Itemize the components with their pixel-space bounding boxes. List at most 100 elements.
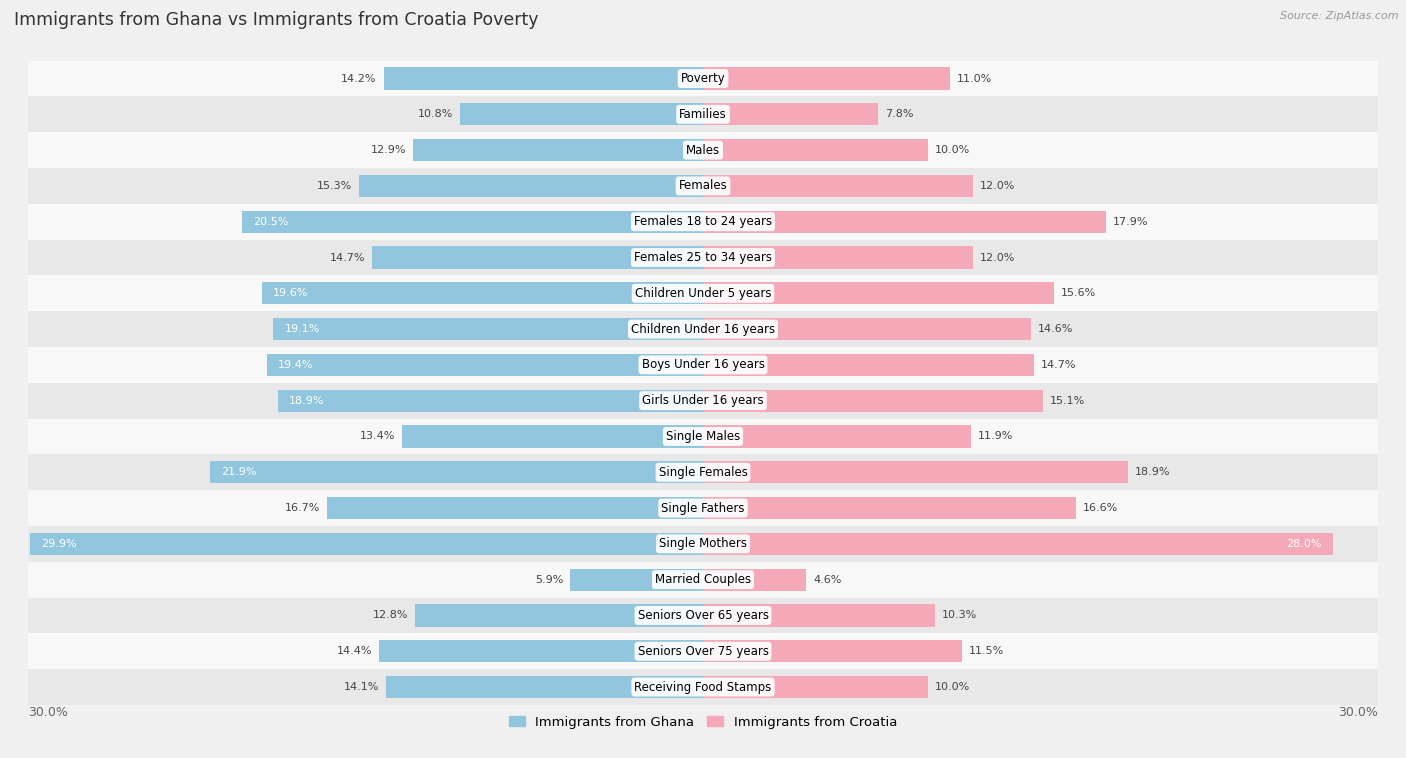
Bar <box>703 604 935 627</box>
Text: 15.6%: 15.6% <box>1060 288 1095 299</box>
Bar <box>28 526 1378 562</box>
Text: 30.0%: 30.0% <box>1339 706 1378 719</box>
Text: Source: ZipAtlas.com: Source: ZipAtlas.com <box>1281 11 1399 21</box>
Text: 20.5%: 20.5% <box>253 217 288 227</box>
Text: 18.9%: 18.9% <box>1135 467 1170 478</box>
Text: 18.9%: 18.9% <box>290 396 325 406</box>
Text: 10.8%: 10.8% <box>418 109 453 119</box>
Text: Females: Females <box>679 180 727 193</box>
Text: 12.9%: 12.9% <box>371 145 406 155</box>
Bar <box>703 139 928 161</box>
Bar <box>28 275 1378 312</box>
Bar <box>373 246 703 268</box>
Text: Single Males: Single Males <box>666 430 740 443</box>
Text: Single Fathers: Single Fathers <box>661 502 745 515</box>
Text: Males: Males <box>686 143 720 157</box>
Text: Girls Under 16 years: Girls Under 16 years <box>643 394 763 407</box>
Bar <box>28 490 1378 526</box>
Text: 10.0%: 10.0% <box>935 145 970 155</box>
Bar <box>703 641 962 662</box>
Bar <box>28 383 1378 418</box>
Text: 19.4%: 19.4% <box>278 360 314 370</box>
Text: 13.4%: 13.4% <box>360 431 395 441</box>
Text: 12.8%: 12.8% <box>373 610 408 621</box>
Text: 14.2%: 14.2% <box>342 74 377 83</box>
Bar <box>359 175 703 197</box>
Text: Families: Families <box>679 108 727 121</box>
Bar <box>278 390 703 412</box>
Text: Poverty: Poverty <box>681 72 725 85</box>
Text: Married Couples: Married Couples <box>655 573 751 586</box>
Text: 29.9%: 29.9% <box>42 539 77 549</box>
Text: Seniors Over 65 years: Seniors Over 65 years <box>637 609 769 622</box>
Bar <box>28 669 1378 705</box>
Text: 5.9%: 5.9% <box>536 575 564 584</box>
Text: 16.7%: 16.7% <box>285 503 321 513</box>
Text: 10.0%: 10.0% <box>935 682 970 692</box>
Bar <box>413 139 703 161</box>
Text: 10.3%: 10.3% <box>942 610 977 621</box>
Bar <box>703 533 1333 555</box>
Bar <box>262 282 703 305</box>
Bar <box>273 318 703 340</box>
Bar <box>703 67 950 89</box>
Bar <box>703 354 1033 376</box>
Bar <box>703 246 973 268</box>
Text: Boys Under 16 years: Boys Under 16 years <box>641 359 765 371</box>
Bar <box>328 497 703 519</box>
Text: 19.1%: 19.1% <box>284 324 321 334</box>
Bar <box>28 454 1378 490</box>
Text: Single Mothers: Single Mothers <box>659 537 747 550</box>
Bar <box>28 132 1378 168</box>
Text: 14.6%: 14.6% <box>1038 324 1074 334</box>
Text: 15.1%: 15.1% <box>1049 396 1084 406</box>
Text: 12.0%: 12.0% <box>980 181 1015 191</box>
Bar <box>703 175 973 197</box>
Bar <box>703 461 1128 484</box>
Text: 14.4%: 14.4% <box>337 647 373 656</box>
Bar <box>703 676 928 698</box>
Bar <box>703 497 1077 519</box>
Text: 15.3%: 15.3% <box>316 181 352 191</box>
Bar <box>402 425 703 447</box>
Bar <box>28 562 1378 597</box>
Bar <box>703 318 1032 340</box>
Bar <box>460 103 703 125</box>
Bar <box>28 418 1378 454</box>
Bar <box>267 354 703 376</box>
Bar <box>384 67 703 89</box>
Bar <box>385 676 703 698</box>
Bar <box>703 568 807 590</box>
Bar <box>28 347 1378 383</box>
Bar <box>415 604 703 627</box>
Bar <box>242 211 703 233</box>
Text: 14.1%: 14.1% <box>343 682 380 692</box>
Text: 12.0%: 12.0% <box>980 252 1015 262</box>
Legend: Immigrants from Ghana, Immigrants from Croatia: Immigrants from Ghana, Immigrants from C… <box>503 710 903 734</box>
Text: 11.0%: 11.0% <box>957 74 993 83</box>
Bar <box>28 597 1378 634</box>
Bar <box>28 61 1378 96</box>
Bar <box>380 641 703 662</box>
Bar <box>28 634 1378 669</box>
Bar <box>571 568 703 590</box>
Text: Receiving Food Stamps: Receiving Food Stamps <box>634 681 772 694</box>
Text: Females 18 to 24 years: Females 18 to 24 years <box>634 215 772 228</box>
Bar <box>28 240 1378 275</box>
Text: 30.0%: 30.0% <box>28 706 67 719</box>
Text: Females 25 to 34 years: Females 25 to 34 years <box>634 251 772 264</box>
Bar <box>703 103 879 125</box>
Text: 14.7%: 14.7% <box>1040 360 1076 370</box>
Bar <box>28 204 1378 240</box>
Bar <box>703 390 1043 412</box>
Bar <box>703 211 1105 233</box>
Text: Children Under 5 years: Children Under 5 years <box>634 287 772 300</box>
Text: Immigrants from Ghana vs Immigrants from Croatia Poverty: Immigrants from Ghana vs Immigrants from… <box>14 11 538 30</box>
Text: Seniors Over 75 years: Seniors Over 75 years <box>637 645 769 658</box>
Text: 14.7%: 14.7% <box>330 252 366 262</box>
Text: 28.0%: 28.0% <box>1286 539 1322 549</box>
Text: Children Under 16 years: Children Under 16 years <box>631 323 775 336</box>
Bar <box>703 425 970 447</box>
Text: Single Females: Single Females <box>658 465 748 479</box>
Bar <box>28 96 1378 132</box>
